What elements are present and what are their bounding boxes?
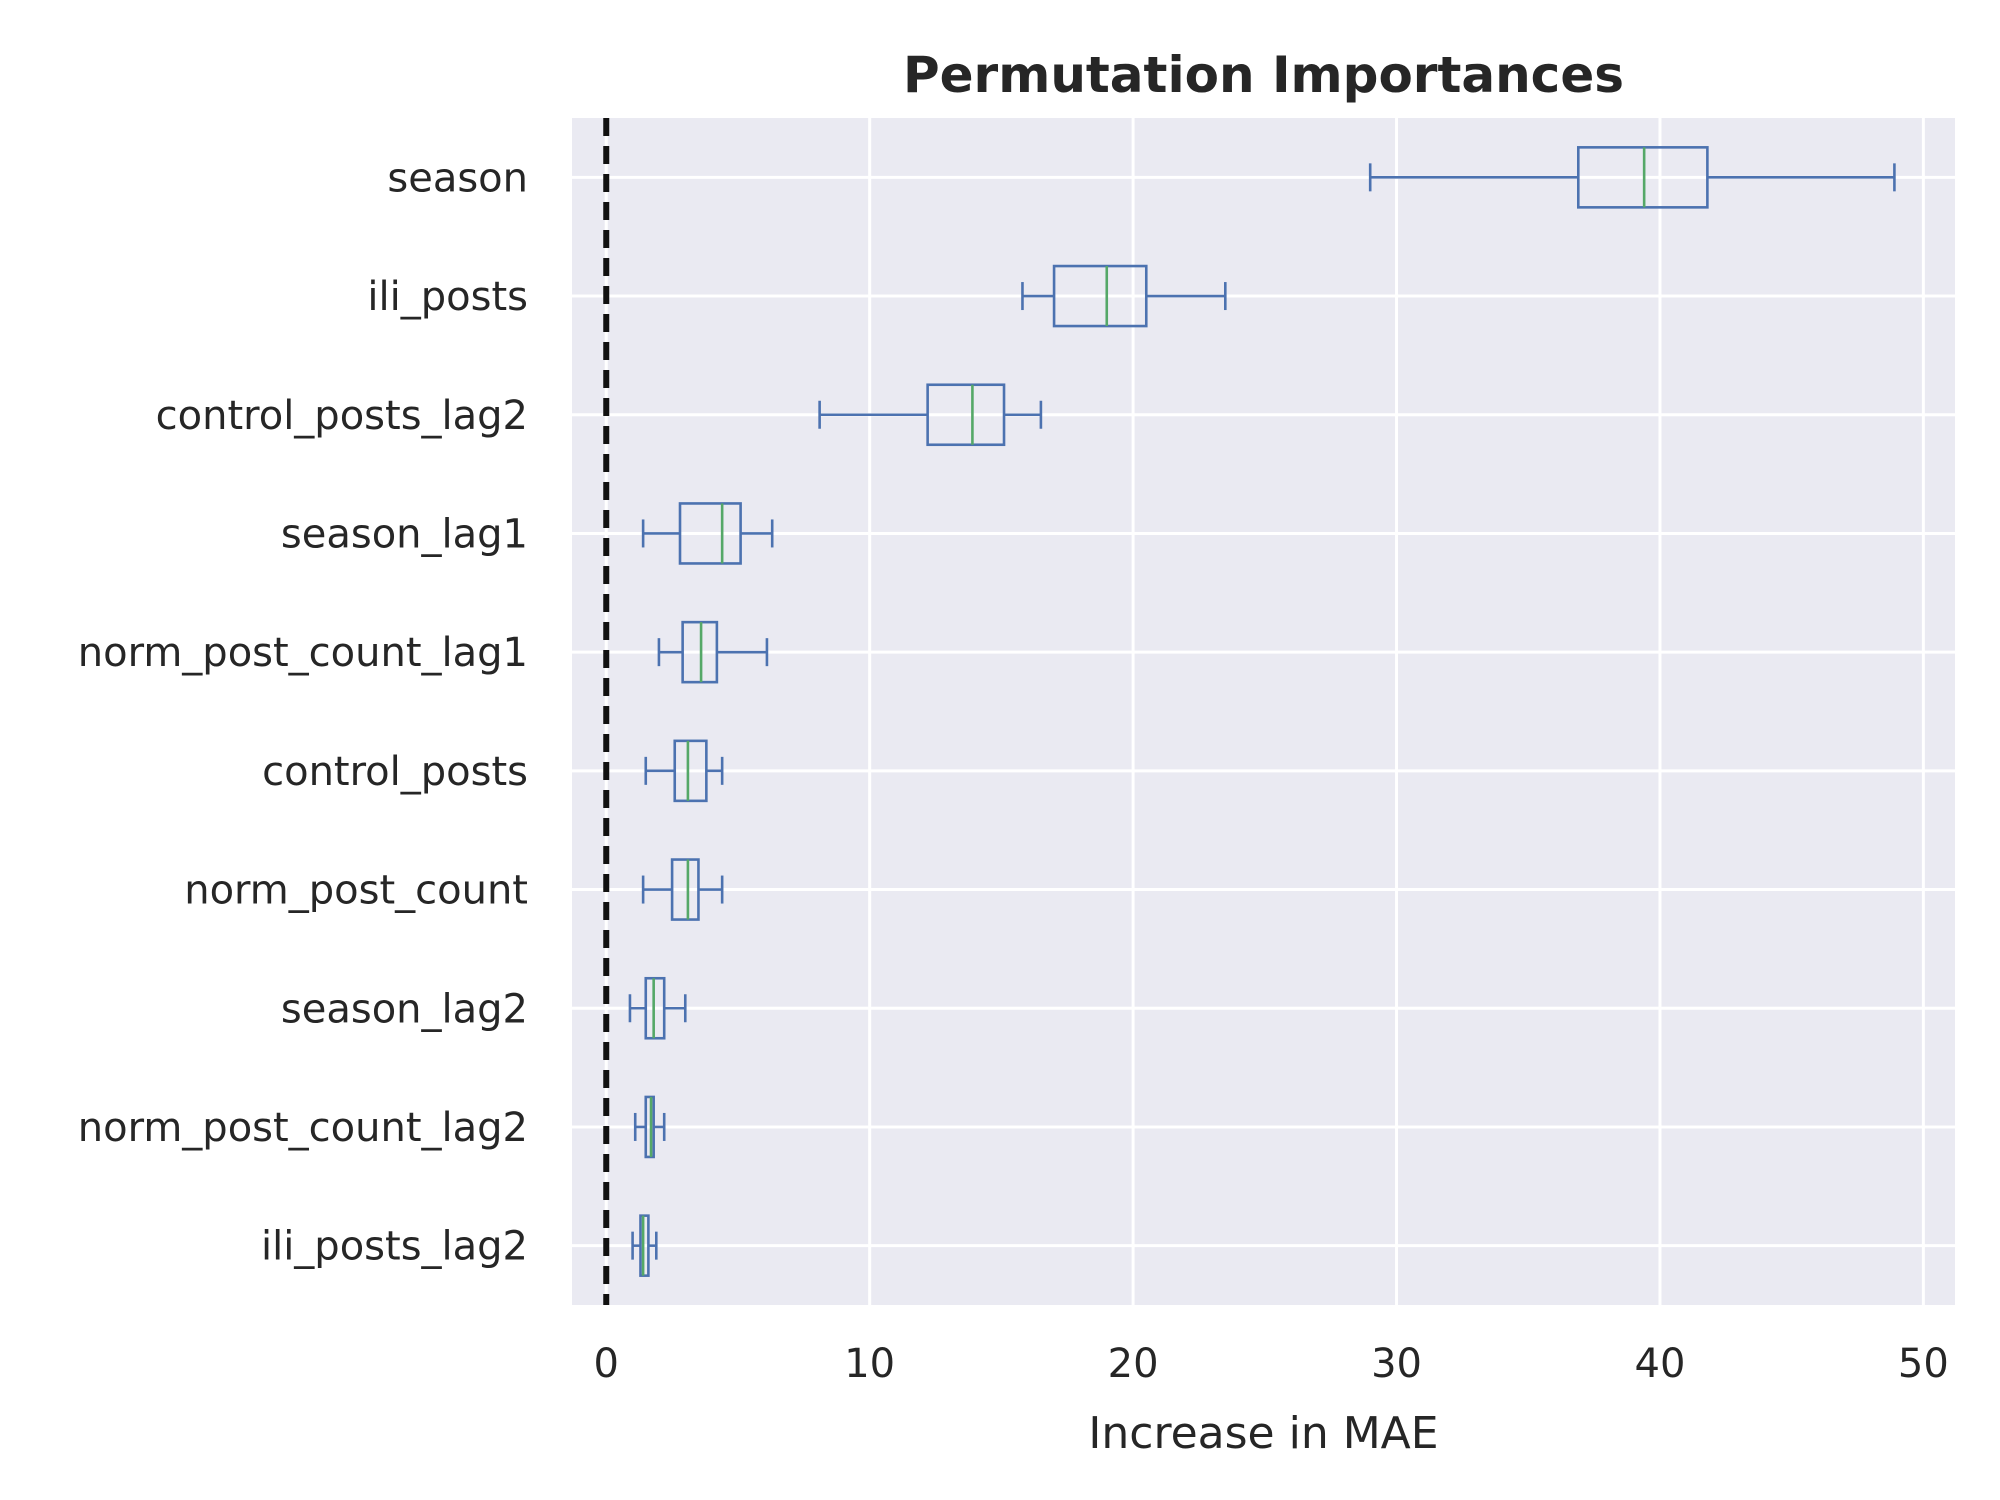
x-tick-label-40: 40 [1635,1341,1686,1387]
box-ili_posts [1021,264,1227,328]
y-tick-label-control_posts_lag2: control_posts_lag2 [156,393,528,439]
iqr-box [639,1214,650,1277]
box-ili_posts_lag2 [631,1214,658,1277]
y-tick-label-ili_posts_lag2: ili_posts_lag2 [261,1224,528,1270]
x-tick-label-0: 0 [594,1341,619,1387]
iqr-box [681,620,719,684]
box-norm_post_count_lag1 [657,620,769,684]
box-norm_post_count [641,858,724,921]
y-tick-label-norm_post_count_lag1: norm_post_count_lag1 [78,630,528,676]
iqr-box [644,1095,655,1159]
iqr-box [1052,264,1148,328]
box-season_lag1 [641,502,774,565]
iqr-box [1576,146,1709,209]
x-tick-label-10: 10 [844,1341,895,1387]
iqr-box [926,383,1006,447]
box-control_posts [644,739,724,803]
y-tick-label-norm_post_count_lag2: norm_post_count_lag2 [78,1105,528,1151]
boxes-layer [628,146,1896,1277]
y-tick-label-season_lag2: season_lag2 [281,986,528,1032]
plot-background [572,118,1955,1305]
x-tick-label-20: 20 [1108,1341,1159,1387]
y-tick-label-season: season [387,155,528,201]
y-tick-label-norm_post_count: norm_post_count [184,868,528,914]
y-tick-label-season_lag1: season_lag1 [281,511,528,557]
box-season [1368,146,1896,209]
iqr-box [673,739,708,803]
grid-layer [572,118,1955,1305]
box-season_lag2 [628,976,687,1040]
iqr-box [678,502,742,565]
iqr-box [670,858,700,921]
chart-title: Permutation Importances [903,46,1624,104]
tick-labels-layer: 0 10 20 30 40 50 season ili_posts control_posts_… [78,155,1949,1387]
box-control_posts_lag2 [818,383,1043,447]
box-norm_post_count_lag2 [633,1095,666,1159]
x-axis-label: Increase in MAE [1088,1408,1438,1459]
y-tick-label-ili_posts: ili_posts [367,274,528,320]
x-tick-label-50: 50 [1898,1341,1949,1387]
x-tick-label-30: 30 [1371,1341,1422,1387]
iqr-box [644,976,666,1040]
y-tick-label-control_posts: control_posts [262,749,528,795]
